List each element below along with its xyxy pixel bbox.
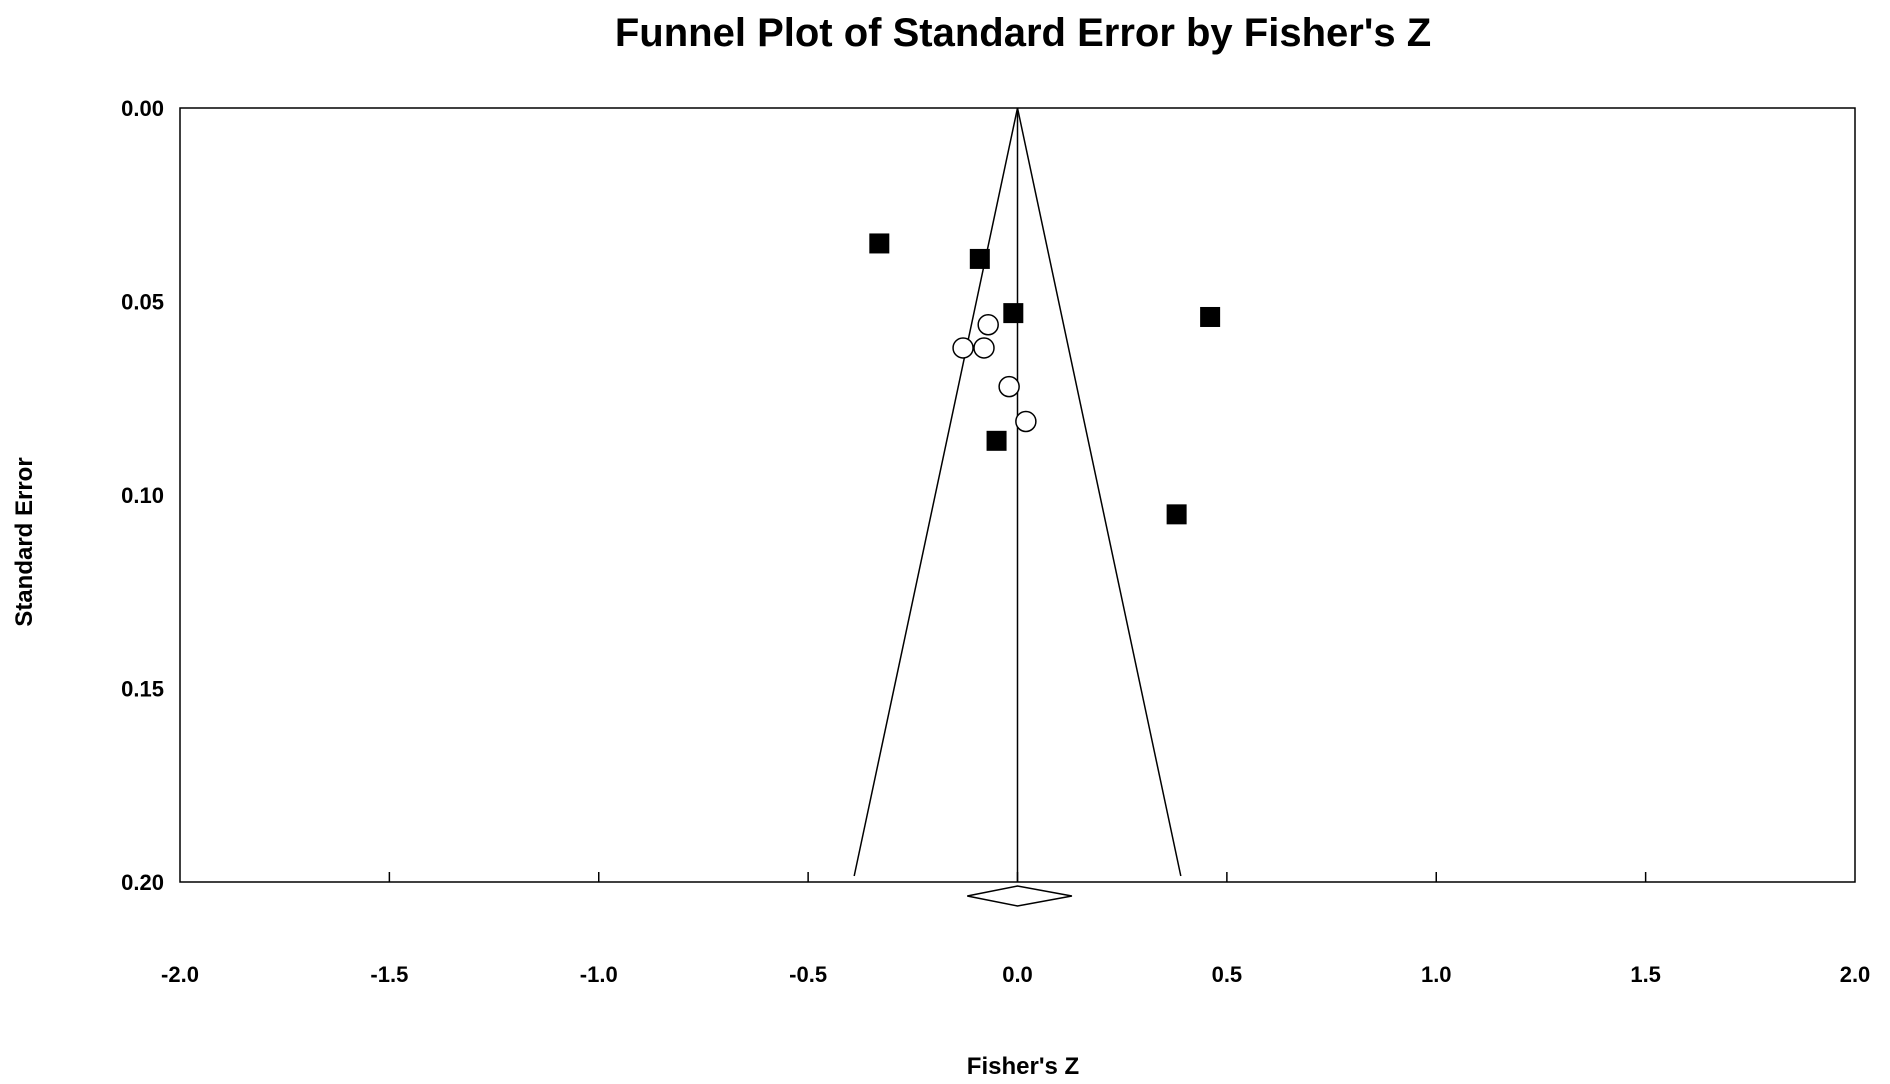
x-tick-label: 1.0 (1421, 962, 1452, 987)
study-point-filled-square (1003, 303, 1024, 324)
y-axis-title: Standard Error (11, 457, 38, 626)
y-axis: 0.00 0.05 0.10 0.15 0.20 (121, 96, 164, 895)
y-tick-label: 0.05 (121, 290, 164, 315)
x-tick-label: 2.0 (1840, 962, 1871, 987)
x-tick-label: -0.5 (789, 962, 827, 987)
x-axis-title: Fisher's Z (967, 1053, 1079, 1080)
y-tick-label: 0.20 (121, 870, 164, 895)
study-point-filled-square (1166, 504, 1187, 525)
x-tick-label: 0.5 (1212, 962, 1243, 987)
study-point-open-circle (952, 337, 974, 359)
chart-title: Funnel Plot of Standard Error by Fisher'… (615, 11, 1431, 55)
summary-diamond (967, 885, 1073, 907)
funnel-right-line (1016, 107, 1182, 877)
summary-effect (967, 885, 1073, 907)
y-tick-label: 0.00 (121, 96, 164, 121)
data-points (869, 233, 1221, 525)
x-tick-label: -1.5 (370, 962, 408, 987)
study-point-filled-square (869, 233, 890, 254)
study-point-open-circle (998, 375, 1020, 398)
funnel-left-line (853, 107, 1019, 877)
study-point-open-circle (977, 313, 999, 336)
x-tick-label: -1.0 (580, 962, 618, 987)
x-tick-label: 1.5 (1630, 962, 1661, 987)
y-tick-label: 0.15 (121, 677, 164, 702)
study-point-filled-square (1200, 306, 1221, 327)
study-point-filled-square (969, 248, 990, 269)
study-point-open-circle (973, 337, 995, 359)
y-tick-label: 0.10 (121, 483, 164, 508)
funnel-lines (853, 107, 1182, 882)
study-point-filled-square (986, 430, 1007, 451)
study-point-open-circle (1015, 410, 1037, 433)
x-tick-label: 0.0 (1002, 962, 1033, 987)
x-tick-label: -2.0 (161, 962, 199, 987)
x-axis: -2.0 -1.5 -1.0 -0.5 0.0 0.5 1.0 1.5 2.0 (161, 872, 1870, 987)
